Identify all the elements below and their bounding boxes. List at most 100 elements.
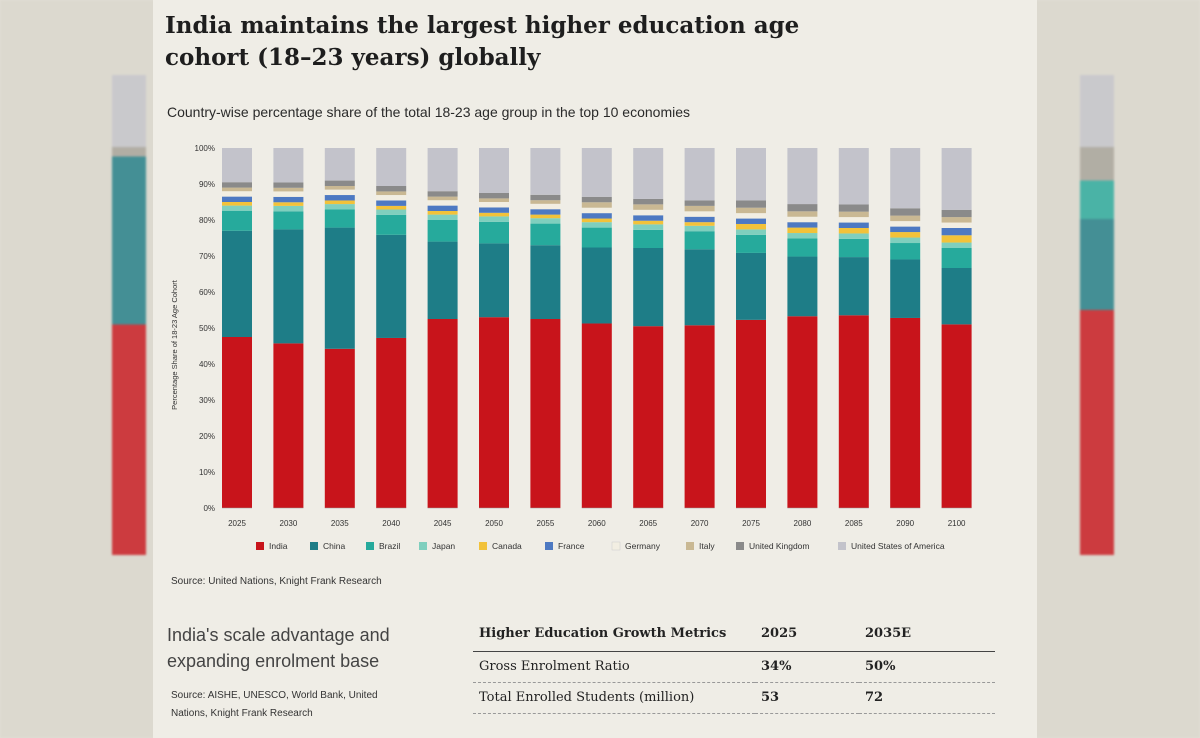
bar-segment-india [530, 319, 561, 508]
background-right-blur [1035, 0, 1200, 738]
bar-segment-united-states-of-america [376, 148, 407, 186]
bar-segment-france [376, 200, 407, 206]
bar-segment-italy [530, 200, 561, 204]
bar-segment-india [581, 323, 612, 508]
bar-segment-germany [581, 207, 612, 214]
bar-segment-china [890, 259, 921, 318]
bar-segment-india [787, 316, 818, 508]
stacked-bar-chart: Percentage Share of 18-23 Age Cohort 0% 1… [170, 144, 972, 551]
bar-segment-germany [324, 189, 355, 196]
x-tick-label: 2080 [794, 519, 812, 528]
bar-segment-united-states-of-america [633, 148, 664, 199]
y-tick-label: 0% [203, 504, 215, 513]
x-tick-label: 2045 [434, 519, 452, 528]
bar-segment-canada [684, 222, 715, 226]
bar-segment-canada [787, 227, 818, 234]
page-title: India maintains the largest higher educa… [165, 12, 800, 71]
section-title: India's scale advantage and expanding en… [167, 625, 390, 671]
y-tick-label: 90% [199, 180, 215, 189]
legend-label: United States of America [851, 541, 945, 551]
legend-swatch-japan [419, 542, 427, 550]
bar-segment-united-kingdom [479, 193, 509, 199]
bar-segment-india [941, 324, 972, 508]
row-value-2035e: 72 [859, 682, 995, 714]
bar-segment-india [273, 343, 304, 508]
bar-segment-china [941, 268, 972, 325]
bar-segment-united-states-of-america [838, 148, 869, 205]
bar-segment-germany [376, 195, 407, 201]
row-label: Total Enrolled Students (million) [473, 682, 755, 714]
bar-segment-brazil [222, 211, 252, 231]
bar-segment-italy [273, 187, 304, 192]
bar-segment-canada [633, 220, 664, 225]
legend-label: Brazil [379, 541, 400, 551]
bar-segment-india [684, 325, 715, 508]
bar-segment-united-kingdom [684, 200, 715, 206]
bar-segment-france [941, 228, 972, 236]
bar-segment-italy [324, 185, 355, 190]
y-tick-label: 10% [199, 468, 215, 477]
bar-segment-germany [273, 191, 304, 197]
legend-swatch-united-kingdom [736, 542, 744, 550]
legend-swatch-india [256, 542, 264, 550]
row-label: Gross Enrolment Ratio [473, 651, 755, 683]
y-tick-label: 80% [199, 216, 215, 225]
bar-segment-france [890, 226, 921, 233]
x-tick-label: 2030 [280, 519, 298, 528]
bar-segment-india [633, 326, 664, 508]
bar-segment-united-kingdom [530, 194, 561, 201]
bar-segment-japan [427, 214, 458, 220]
bar-segment-japan [324, 204, 355, 210]
legend-label: Italy [699, 541, 715, 551]
bar-segment-united-kingdom [633, 198, 664, 205]
bar-segment-united-kingdom [427, 191, 458, 197]
bar-segment-italy [581, 202, 612, 208]
bar-segment-united-states-of-america [581, 148, 612, 197]
bar-segment-brazil [633, 229, 664, 248]
bar-segment-united-states-of-america [222, 148, 252, 183]
bar-segment-japan [941, 242, 972, 248]
bar-segment-brazil [890, 243, 921, 260]
bar-segment-united-states-of-america [736, 148, 766, 201]
legend-label: India [269, 541, 288, 551]
bar-segment-united-states-of-america [684, 148, 715, 201]
bar-segment-brazil [684, 231, 715, 250]
bar-segment-canada [479, 212, 509, 217]
legend-label: Canada [492, 541, 522, 551]
row-value-2035e: 50% [859, 651, 995, 683]
bar-segment-china [530, 245, 561, 319]
bar-segment-brazil [530, 223, 561, 246]
ghost-bar [112, 75, 146, 555]
bar-segment-united-kingdom [581, 196, 612, 203]
bar-segment-germany [890, 221, 921, 227]
table-source: Source: AISHE, UNESCO, World Bank, Unite… [171, 690, 378, 719]
y-tick-label: 20% [199, 432, 215, 441]
bar-segment-germany [736, 213, 766, 219]
bar-segment-canada [890, 232, 921, 238]
bar-segment-china [376, 234, 407, 338]
x-tick-label: 2050 [485, 519, 503, 528]
bar-segment-france [324, 195, 355, 201]
row-value-2025: 34% [755, 651, 859, 683]
bar-segment-italy [736, 207, 766, 214]
bar-segment-japan [530, 218, 561, 224]
chart-subtitle: Country-wise percentage share of the tot… [167, 104, 690, 120]
bar-segment-germany [838, 217, 869, 223]
x-tick-label: 2065 [639, 519, 657, 528]
legend-label: Germany [625, 541, 661, 551]
bar-segment-china [581, 247, 612, 324]
bar-segment-china [838, 257, 869, 316]
bar-segment-brazil [479, 221, 509, 244]
bar-segment-france [530, 209, 561, 215]
bar-segment-germany [530, 203, 561, 210]
bar-segment-germany [222, 191, 252, 197]
bar-segment-india [838, 315, 869, 508]
bar-segment-france [581, 213, 612, 219]
header-2025: 2025 [755, 618, 859, 652]
table-row: Gross Enrolment Ratio 34% 50% [473, 651, 995, 683]
bar-segment-canada [838, 228, 869, 234]
bar-segment-brazil [324, 209, 355, 228]
header-2035e: 2035E [859, 618, 995, 652]
bar-segment-italy [890, 215, 921, 222]
bar-segment-united-kingdom [736, 200, 766, 208]
